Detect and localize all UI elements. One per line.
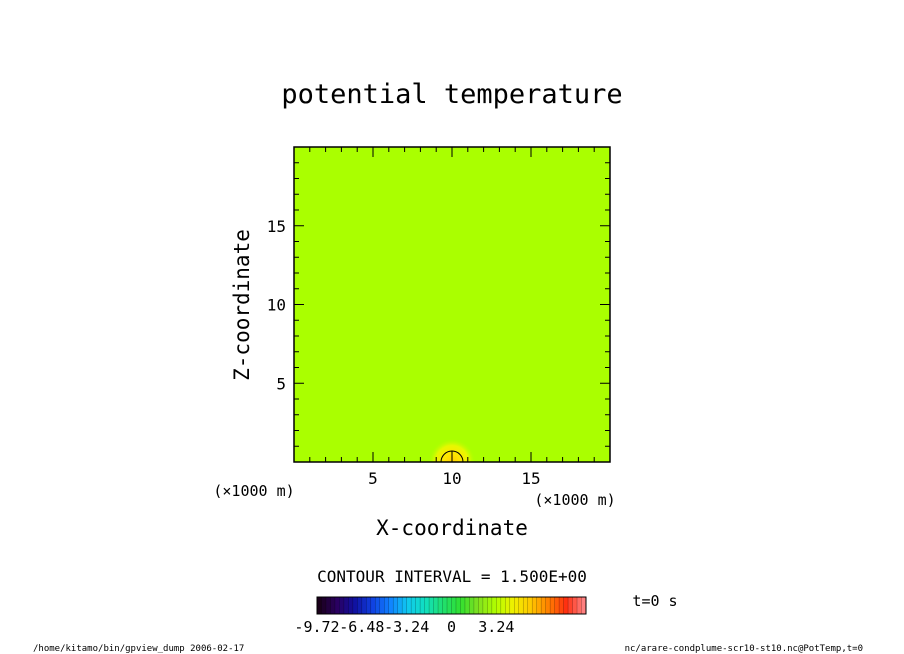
colorbar-cell [455,597,461,614]
colorbar-tick-label: 0 [447,618,456,636]
colorbar-cell [357,597,363,614]
colorbar-cell [491,597,497,614]
colorbar-cell [424,597,430,614]
footer-right: nc/arare-condplume-scr10-st10.nc@PotTemp… [625,644,863,654]
plot-area: 5 10 15 5 10 15 [267,146,611,488]
colorbar-cell [568,597,574,614]
colorbar-cell [464,597,470,614]
colorbar-cell [527,597,533,614]
colorbar-tick-label: -6.48 [339,618,384,636]
colorbar-cell [420,597,426,614]
colorbar-cell [343,597,349,614]
colorbar-tick-label: -9.72 [294,618,339,636]
colorbar-cell [433,597,439,614]
colorbar-cell [487,597,493,614]
colorbar-cell [411,597,417,614]
x-unit-label: (×1000 m) [534,491,615,509]
warm-bubble [428,438,476,462]
colorbar-cell [505,597,511,614]
colorbar-cell [550,597,556,614]
colorbar-cell [536,597,542,614]
colorbar-cell [352,597,358,614]
colorbar-cell [321,597,327,614]
x-axis-label: X-coordinate [376,516,528,540]
colorbar-cell [384,597,390,614]
colorbar-cell [482,597,488,614]
colorbar-cell [393,597,399,614]
colorbar [316,596,587,615]
colorbar-cell [572,597,578,614]
colorbar-cell [523,597,529,614]
colorbar-cell [415,597,421,614]
colorbar-cell [469,597,475,614]
colorbar-cell [451,597,457,614]
colorbar-cell [545,597,551,614]
field-background [294,147,610,462]
colorbar-cell [388,597,394,614]
colorbar-cell [317,597,322,614]
colorbar-cell [500,597,506,614]
colorbar-cell [325,597,331,614]
colorbar-cell [509,597,515,614]
colorbar-cell [330,597,336,614]
colorbar-cell [478,597,484,614]
chart-title: potential temperature [281,79,622,110]
colorbar-cell [406,597,412,614]
y-axis-label: Z-coordinate [230,229,254,381]
y-tick-label: 15 [267,217,286,236]
colorbar-cell [348,597,354,614]
colorbar-cell [496,597,502,614]
colorbar-cell [370,597,376,614]
y-tick-label: 5 [276,374,286,393]
colorbar-cell [397,597,403,614]
x-tick-label: 15 [521,469,540,488]
colorbar-cell [559,597,565,614]
time-label: t=0 s [632,592,677,610]
colorbar-cell [541,597,547,614]
colorbar-cell [429,597,435,614]
colorbar-frame [316,596,587,615]
colorbar-tick-label: 3.24 [478,618,514,636]
footer-left: /home/kitamo/bin/gpview_dump 2006-02-17 [33,644,244,654]
colorbar-cell [339,597,345,614]
colorbar-cell [563,597,569,614]
y-tick-label: 10 [267,296,286,315]
colorbar-cell [379,597,385,614]
colorbar-cell [460,597,466,614]
colorbar-tick-label: -3.24 [384,618,429,636]
colorbar-cell [375,597,381,614]
colorbar-cell [366,597,372,614]
colorbar-cell [514,597,520,614]
colorbar-cell [334,597,340,614]
colorbar-cell [532,597,538,614]
colorbar-cell [402,597,408,614]
colorbar-cell [447,597,452,614]
colorbar-cell [473,597,479,614]
contour-interval-text: CONTOUR INTERVAL = 1.500E+00 [317,567,587,586]
x-tick-label: 5 [368,469,378,488]
colorbar-cell [554,597,560,614]
x-tick-label: 10 [442,469,461,488]
colorbar-labels: -9.72 -6.48 -3.24 0 3.24 [294,618,514,636]
colorbar-cell [438,597,444,614]
colorbar-cell [442,597,448,614]
colorbar-cell [577,597,583,614]
y-unit-label: (×1000 m) [213,482,294,500]
colorbar-cell [518,597,524,614]
colorbar-cell [581,597,587,614]
colorbar-cell [361,597,367,614]
